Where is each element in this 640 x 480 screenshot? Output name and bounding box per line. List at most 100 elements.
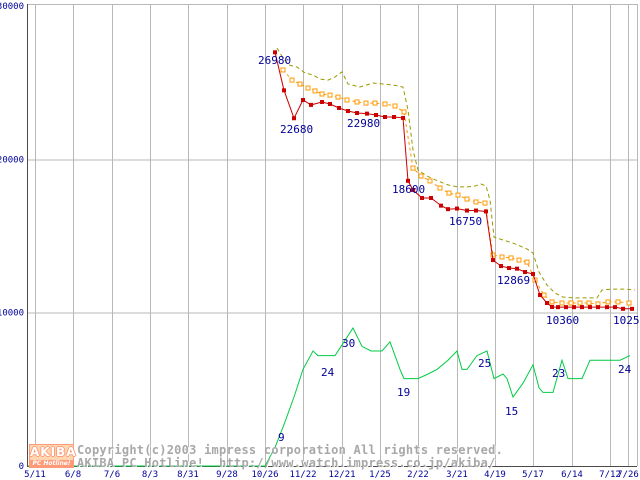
price-line-orange-marker — [568, 300, 574, 306]
akiba-logo-subtitle: PC Hotline! — [29, 460, 74, 468]
price-line-olive — [276, 47, 636, 299]
price-line-orange-marker — [559, 300, 565, 306]
price-line-red-marker — [564, 305, 568, 310]
price-line-orange-marker — [446, 190, 452, 196]
price-line-red-marker — [474, 208, 478, 213]
price-line-orange-marker — [327, 92, 333, 98]
price-line-red-marker — [346, 109, 350, 114]
price-line-red-marker — [420, 195, 424, 200]
price-line-orange-marker — [305, 85, 311, 91]
price-line-orange-marker — [516, 257, 522, 263]
price-line-orange-marker — [605, 299, 611, 305]
price-line-red-marker — [621, 306, 625, 311]
price-line-orange-marker — [382, 101, 388, 107]
shop-count-line-green — [28, 326, 631, 467]
x-axis-label: 7/26 — [617, 470, 639, 480]
price-line-orange-marker — [473, 199, 479, 205]
price-line-orange-marker — [499, 254, 505, 260]
shop-count-label: 23 — [552, 367, 565, 380]
price-line-red-marker — [556, 305, 560, 310]
akiba-logo: AKIBA PC Hotline! — [29, 444, 77, 468]
x-axis-label: 5/11 — [24, 470, 46, 480]
price-line-red-marker — [337, 105, 341, 110]
price-line-red-marker — [383, 115, 387, 120]
shop-count-label: 25 — [478, 357, 491, 370]
akiba-logo-title: AKIBA — [29, 444, 77, 460]
shop-count-label: 24 — [321, 366, 335, 379]
price-line-red-marker — [523, 270, 527, 275]
price-line-red-marker — [596, 305, 600, 310]
price-line-red — [274, 52, 632, 310]
price-line-red-marker — [401, 115, 405, 120]
price-point-label: 26980 — [258, 54, 291, 67]
price-line-red-marker — [309, 102, 313, 107]
price-line-red-marker — [613, 305, 617, 310]
price-line-orange-marker — [482, 200, 488, 206]
price-point-label: 10250 — [613, 314, 640, 327]
price-line-red-marker — [446, 207, 450, 212]
price-line-red-marker — [406, 178, 410, 183]
price-line-red-marker — [491, 258, 495, 263]
price-line-orange-marker — [410, 165, 416, 171]
y-axis-label: 30000 — [0, 2, 24, 12]
price-line-red-marker — [365, 111, 369, 116]
x-axis-label: 8/31 — [177, 470, 199, 480]
price-line-red-marker — [374, 113, 378, 118]
price-line-red-marker — [531, 272, 535, 277]
price-line-red-marker — [320, 99, 324, 104]
price-line-orange-marker — [541, 292, 547, 298]
price-line-red-marker — [572, 305, 576, 310]
price-line-red-marker — [301, 97, 305, 102]
y-axis-label: 0 — [19, 462, 24, 472]
y-axis-label: 20000 — [0, 155, 24, 165]
price-line-red-marker — [580, 305, 584, 310]
price-point-label: 18600 — [392, 183, 425, 196]
x-axis-label: 6/8 — [65, 470, 81, 480]
price-line-red-marker — [630, 306, 634, 311]
price-point-label: 22680 — [280, 123, 313, 136]
price-line-red-marker — [439, 203, 443, 208]
price-line-orange-marker — [455, 192, 461, 198]
x-axis-label: 7/12 — [599, 470, 621, 480]
price-line-red-marker — [484, 209, 488, 214]
y-axis-label: 10000 — [0, 309, 24, 319]
price-line-orange-marker — [437, 185, 443, 191]
x-axis-label: 2/22 — [407, 470, 429, 480]
shop-count-label: 30 — [342, 337, 355, 350]
shop-count-label: 24 — [618, 363, 632, 376]
price-line-orange-marker — [335, 94, 341, 100]
price-line-orange-marker — [319, 91, 325, 97]
price-line-orange-marker — [344, 97, 350, 103]
price-line-red-marker — [328, 101, 332, 106]
price-line-orange-marker — [401, 109, 407, 115]
price-line-orange-marker — [297, 81, 303, 87]
price-line-red-marker — [429, 195, 433, 200]
price-line-red-marker — [282, 88, 286, 93]
price-line-red-marker — [550, 304, 554, 309]
price-point-label: 16750 — [449, 215, 482, 228]
price-point-label: 22980 — [347, 117, 380, 130]
shop-count-label: 9 — [278, 431, 285, 444]
x-axis-label: 4/19 — [484, 470, 506, 480]
price-line-orange-marker — [615, 299, 621, 305]
price-line-red-marker — [355, 111, 359, 116]
copyright-text: Copyright(c)2003 impress corporation All… — [77, 443, 504, 457]
price-line-red-marker — [515, 266, 519, 271]
price-line-orange-marker — [392, 103, 398, 109]
shop-count-label: 15 — [505, 405, 518, 418]
price-line-red-marker — [545, 301, 549, 306]
site-url-text: AKIBA PC Hotline! http://www.watch.impre… — [77, 456, 496, 470]
x-axis-label: 12/21 — [328, 470, 355, 480]
price-point-label: 12869 — [497, 274, 530, 287]
price-line-orange-marker — [524, 259, 530, 265]
shop-count-label: 19 — [397, 386, 410, 399]
x-axis-label: 5/17 — [522, 470, 544, 480]
x-axis-label: 10/26 — [251, 470, 278, 480]
price-line-orange-marker — [586, 300, 592, 306]
x-axis-label: 8/3 — [142, 470, 158, 480]
price-line-orange-marker — [508, 255, 514, 261]
price-line-orange-marker — [427, 178, 433, 184]
x-axis-label: 7/6 — [104, 470, 120, 480]
